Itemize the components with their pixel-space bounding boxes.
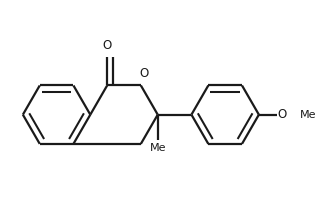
Text: O: O: [278, 108, 287, 121]
Text: Me: Me: [149, 144, 166, 153]
Text: Me: Me: [300, 110, 316, 120]
Text: O: O: [140, 67, 149, 80]
Text: O: O: [102, 39, 112, 52]
